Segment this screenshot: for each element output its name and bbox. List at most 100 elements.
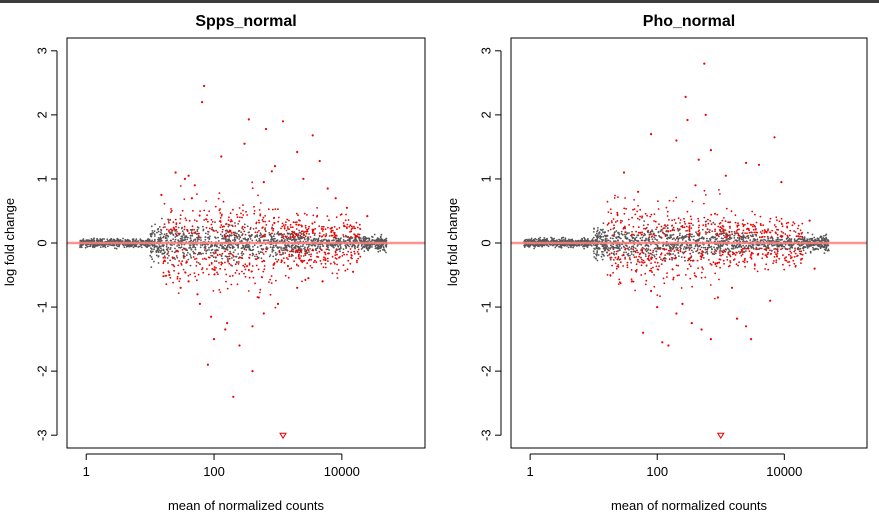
nonsig-point (268, 255, 271, 258)
nonsig-point (202, 252, 204, 255)
nonsig-point (654, 247, 657, 250)
sig-point (259, 202, 262, 204)
sig-point (753, 224, 756, 227)
sig-point (657, 268, 660, 271)
sig-point (238, 272, 241, 275)
sig-point (349, 262, 352, 265)
data-point (264, 127, 268, 131)
sig-point (169, 259, 172, 262)
nonsig-point (240, 231, 243, 234)
sig-point (305, 230, 308, 233)
nonsig-point (225, 240, 227, 243)
nonsig-point (156, 249, 159, 252)
sig-point (680, 247, 682, 250)
sig-point (259, 291, 261, 294)
sig-point (168, 229, 170, 232)
sig-point (208, 227, 211, 230)
sig-point (255, 222, 258, 225)
nonsig-point (755, 246, 758, 249)
data-point (187, 280, 190, 283)
sig-point (609, 274, 612, 277)
nonsig-point (597, 254, 600, 256)
sig-point (205, 226, 208, 229)
nonsig-point (298, 229, 300, 232)
nonsig-point (288, 245, 291, 248)
sig-point (671, 224, 673, 227)
sig-point (179, 277, 182, 280)
nonsig-point (651, 229, 653, 232)
nonsig-point (339, 250, 341, 253)
nonsig-point (204, 247, 207, 250)
nonsig-point (546, 238, 548, 241)
nonsig-point (123, 246, 126, 249)
sig-point (704, 223, 707, 226)
sig-point (651, 235, 654, 238)
nonsig-point (158, 245, 161, 248)
sig-point (313, 261, 315, 263)
sig-point (244, 263, 247, 266)
sig-point (241, 250, 244, 253)
nonsig-point (186, 249, 189, 252)
sig-point (793, 262, 796, 265)
sig-point (214, 205, 217, 208)
nonsig-point (357, 244, 360, 246)
sig-point (240, 212, 242, 215)
nonsig-point (532, 244, 535, 247)
sig-point (309, 236, 312, 238)
sig-point (229, 252, 232, 255)
nonsig-point (607, 229, 610, 232)
nonsig-point (187, 258, 190, 261)
nonsig-point (251, 239, 254, 242)
data-point (179, 286, 182, 289)
nonsig-point (705, 240, 708, 242)
nonsig-point (301, 235, 303, 238)
data-point (251, 325, 254, 328)
nonsig-point (189, 253, 191, 256)
nonsig-point (704, 246, 707, 249)
nonsig-point (643, 239, 646, 242)
sig-point (183, 248, 186, 250)
sig-point (691, 285, 693, 288)
nonsig-point (666, 244, 668, 247)
sig-point (333, 233, 336, 236)
nonsig-point (215, 249, 218, 252)
nonsig-point (194, 246, 197, 249)
sig-point (646, 214, 648, 217)
nonsig-point (364, 244, 367, 247)
sig-point (714, 223, 716, 226)
sig-point (656, 226, 658, 229)
nonsig-point (181, 240, 184, 243)
nonsig-point (812, 246, 814, 249)
sig-point (617, 283, 620, 285)
sig-point (207, 220, 209, 223)
sig-point (676, 274, 679, 277)
y-tick-label: -1 (34, 301, 49, 313)
sig-point (306, 229, 308, 231)
sig-point (719, 266, 721, 269)
nonsig-point (736, 237, 739, 239)
sig-point (335, 235, 338, 237)
sig-point (324, 235, 327, 238)
nonsig-point (210, 243, 213, 246)
sig-point (300, 259, 302, 262)
sig-point (722, 225, 725, 228)
sig-point (742, 260, 744, 263)
nonsig-point (178, 244, 181, 247)
nonsig-point (352, 244, 354, 247)
sig-point (322, 225, 325, 228)
sig-point (272, 229, 274, 232)
sig-point (703, 202, 705, 205)
sig-point (726, 259, 729, 261)
sig-point (167, 218, 170, 221)
sig-point (286, 218, 289, 221)
nonsig-point (604, 231, 607, 234)
nonsig-point (551, 238, 554, 241)
sig-point (232, 255, 235, 258)
nonsig-point (645, 237, 647, 240)
sig-point (734, 254, 737, 256)
sig-point (662, 277, 665, 280)
nonsig-point (383, 248, 386, 251)
sig-point (258, 221, 261, 224)
x-tick-label: 100 (203, 464, 225, 479)
nonsig-point (668, 237, 671, 240)
